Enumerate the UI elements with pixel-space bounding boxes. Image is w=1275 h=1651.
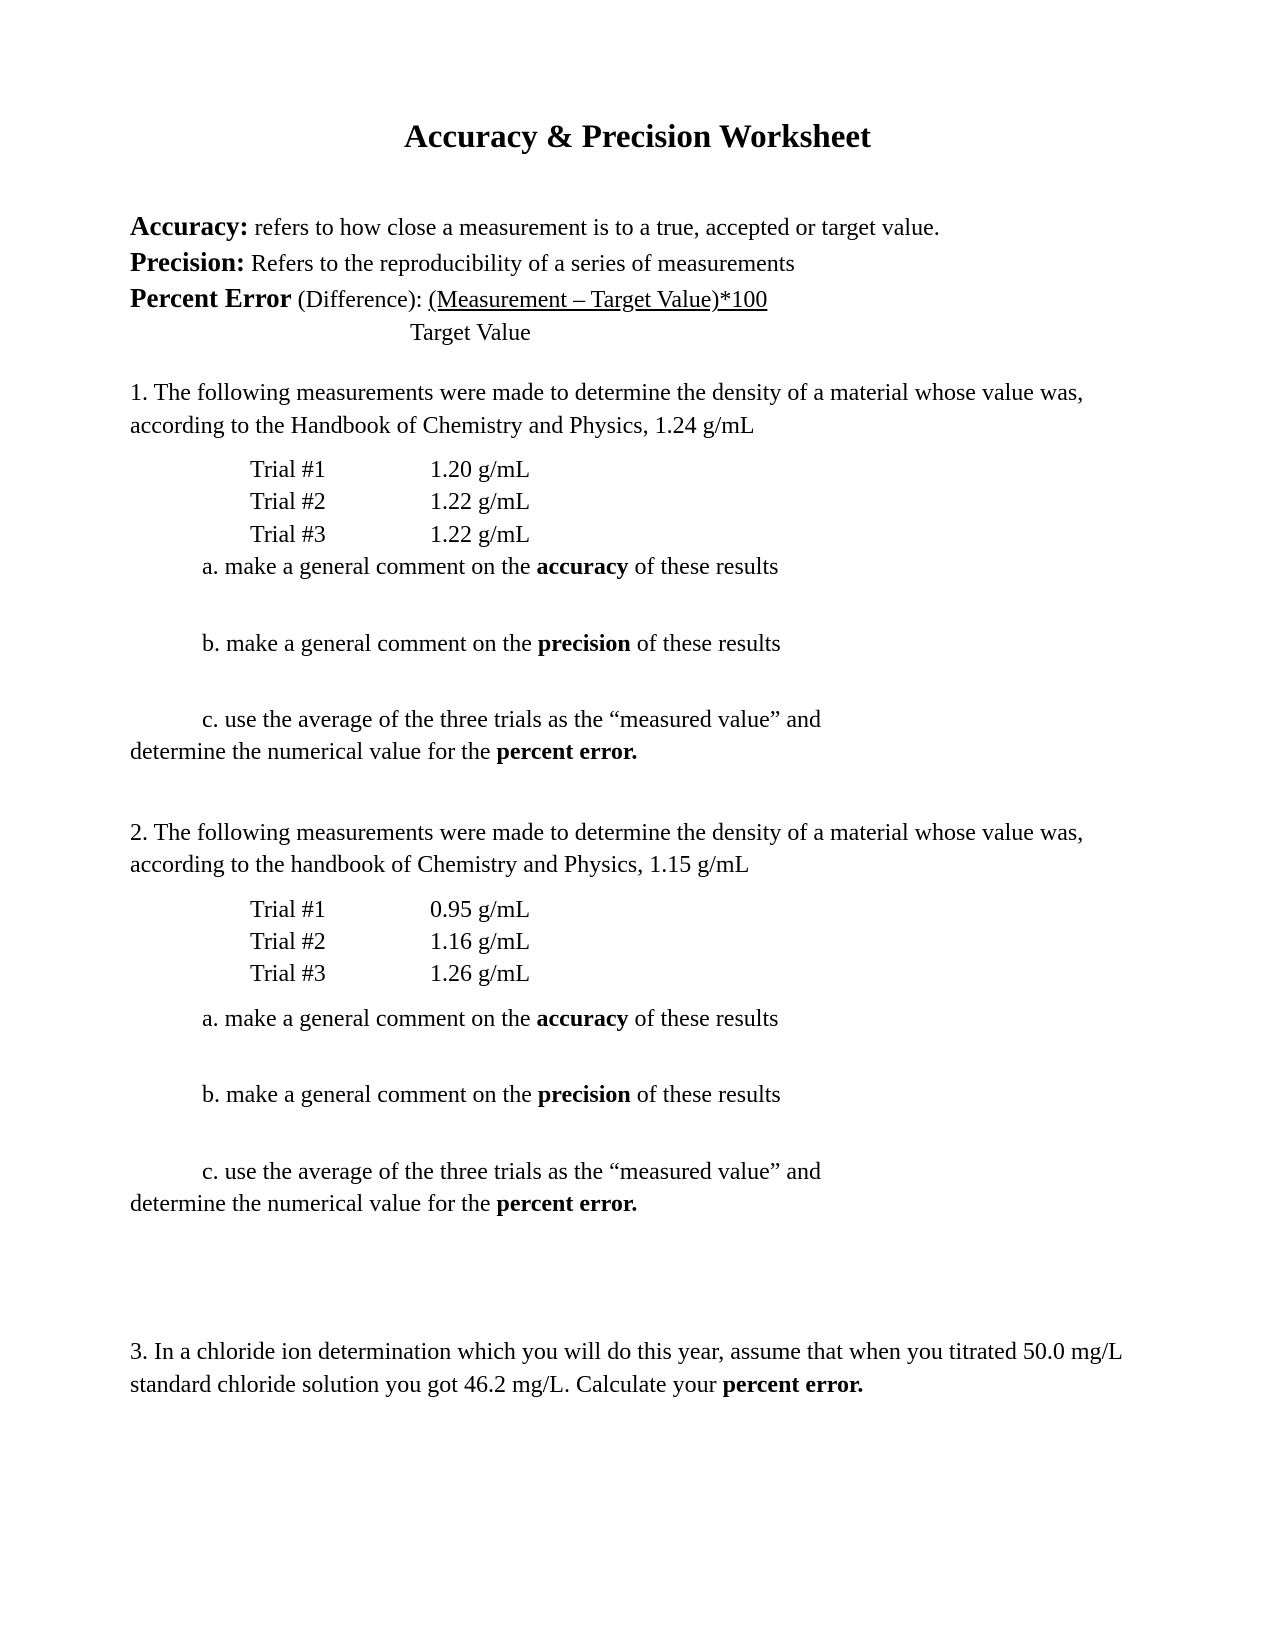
q1b-bold: precision bbox=[538, 631, 631, 657]
accuracy-term: Accuracy: bbox=[130, 211, 248, 241]
percent-error-denominator: Target Value bbox=[130, 317, 1145, 349]
precision-term: Precision: bbox=[130, 247, 245, 277]
q1-trial-2: Trial #2 1.22 g/mL bbox=[250, 486, 1145, 518]
q1-part-c: c. use the average of the three trials a… bbox=[130, 704, 1145, 769]
q1c-line1: c. use the average of the three trials a… bbox=[130, 704, 1145, 736]
q2-part-c: c. use the average of the three trials a… bbox=[130, 1156, 1145, 1221]
trial-value: 1.26 g/mL bbox=[430, 958, 530, 990]
trial-label: Trial #2 bbox=[250, 486, 430, 518]
q2c-line2: determine the numerical value for the pe… bbox=[130, 1188, 1145, 1220]
page-title: Accuracy & Precision Worksheet bbox=[130, 115, 1145, 160]
q1c-line2: determine the numerical value for the pe… bbox=[130, 736, 1145, 768]
q1-intro: 1. The following measurements were made … bbox=[130, 377, 1145, 442]
trial-value: 1.16 g/mL bbox=[430, 926, 530, 958]
definitions-block: Accuracy: refers to how close a measurem… bbox=[130, 208, 1145, 350]
q2-part-a: a. make a general comment on the accurac… bbox=[130, 1003, 1145, 1035]
question-2: 2. The following measurements were made … bbox=[130, 817, 1145, 1221]
trial-value: 0.95 g/mL bbox=[430, 894, 530, 926]
q1a-bold: accuracy bbox=[537, 554, 629, 580]
percent-error-definition: Percent Error (Difference): (Measurement… bbox=[130, 280, 1145, 316]
worksheet-page: Accuracy & Precision Worksheet Accuracy:… bbox=[0, 0, 1275, 1651]
percent-error-term: Percent Error bbox=[130, 283, 292, 313]
q1-trials: Trial #1 1.20 g/mL Trial #2 1.22 g/mL Tr… bbox=[130, 454, 1145, 551]
trial-label: Trial #1 bbox=[250, 894, 430, 926]
q2-trials: Trial #1 0.95 g/mL Trial #2 1.16 g/mL Tr… bbox=[130, 894, 1145, 991]
q2-part-b: b. make a general comment on the precisi… bbox=[130, 1079, 1145, 1111]
trial-label: Trial #1 bbox=[250, 454, 430, 486]
percent-error-paren: (Difference): bbox=[292, 287, 429, 313]
q1b-pre: b. make a general comment on the bbox=[202, 631, 538, 657]
accuracy-definition: Accuracy: refers to how close a measurem… bbox=[130, 208, 1145, 244]
q2c-line1: c. use the average of the three trials a… bbox=[130, 1156, 1145, 1188]
question-1: 1. The following measurements were made … bbox=[130, 377, 1145, 769]
trial-label: Trial #2 bbox=[250, 926, 430, 958]
trial-label: Trial #3 bbox=[250, 519, 430, 551]
q2c-line2-pre: determine the numerical value for the bbox=[130, 1191, 497, 1217]
percent-error-formula: (Measurement – Target Value)*100 bbox=[428, 287, 767, 313]
q1-trial-1: Trial #1 1.20 g/mL bbox=[250, 454, 1145, 486]
question-3: 3. In a chloride ion determination which… bbox=[130, 1336, 1145, 1401]
trial-value: 1.22 g/mL bbox=[430, 486, 530, 518]
trial-value: 1.22 g/mL bbox=[430, 519, 530, 551]
q2c-line2-bold: percent error. bbox=[497, 1191, 638, 1217]
q2a-pre: a. make a general comment on the bbox=[202, 1006, 537, 1032]
q2a-bold: accuracy bbox=[537, 1006, 629, 1032]
q2b-pre: b. make a general comment on the bbox=[202, 1082, 538, 1108]
q2b-bold: precision bbox=[538, 1082, 631, 1108]
q1-part-a: a. make a general comment on the accurac… bbox=[130, 551, 1145, 583]
q2-trial-3: Trial #3 1.26 g/mL bbox=[250, 958, 1145, 990]
precision-definition: Precision: Refers to the reproducibility… bbox=[130, 244, 1145, 280]
q2-trial-2: Trial #2 1.16 g/mL bbox=[250, 926, 1145, 958]
q1-trial-3: Trial #3 1.22 g/mL bbox=[250, 519, 1145, 551]
q2-trial-1: Trial #1 0.95 g/mL bbox=[250, 894, 1145, 926]
precision-text: Refers to the reproducibility of a serie… bbox=[245, 251, 795, 277]
q1c-line2-bold: percent error. bbox=[497, 739, 638, 765]
q1b-post: of these results bbox=[631, 631, 781, 657]
q2b-post: of these results bbox=[631, 1082, 781, 1108]
accuracy-text: refers to how close a measurement is to … bbox=[248, 215, 939, 241]
trial-value: 1.20 g/mL bbox=[430, 454, 530, 486]
q1a-post: of these results bbox=[629, 554, 779, 580]
q1a-pre: a. make a general comment on the bbox=[202, 554, 537, 580]
trial-label: Trial #3 bbox=[250, 958, 430, 990]
q2a-post: of these results bbox=[629, 1006, 779, 1032]
q1-part-b: b. make a general comment on the precisi… bbox=[130, 628, 1145, 660]
q1c-line2-pre: determine the numerical value for the bbox=[130, 739, 497, 765]
q2-intro: 2. The following measurements were made … bbox=[130, 817, 1145, 882]
q3-pre: 3. In a chloride ion determination which… bbox=[130, 1339, 1122, 1397]
q3-bold: percent error. bbox=[723, 1372, 864, 1398]
